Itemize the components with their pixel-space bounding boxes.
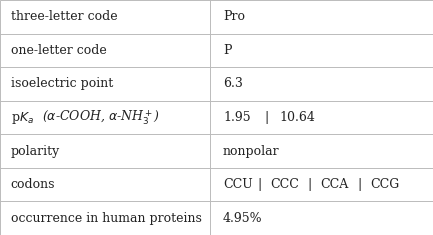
Text: polarity: polarity: [11, 145, 60, 158]
Text: p$K_a$: p$K_a$: [11, 110, 34, 125]
Text: CCA: CCA: [320, 178, 349, 191]
Text: ($\alpha$-COOH, $\alpha$-NH$_3^+$): ($\alpha$-COOH, $\alpha$-NH$_3^+$): [42, 108, 160, 127]
Text: 6.3: 6.3: [223, 77, 243, 90]
Text: three-letter code: three-letter code: [11, 10, 117, 23]
Text: nonpolar: nonpolar: [223, 145, 280, 158]
Text: |: |: [357, 178, 362, 191]
Text: CCU: CCU: [223, 178, 253, 191]
Text: occurrence in human proteins: occurrence in human proteins: [11, 212, 202, 225]
Text: |: |: [258, 178, 262, 191]
Text: codons: codons: [11, 178, 55, 191]
Text: isoelectric point: isoelectric point: [11, 77, 113, 90]
Text: one-letter code: one-letter code: [11, 44, 107, 57]
Text: Pro: Pro: [223, 10, 245, 23]
Text: CCG: CCG: [370, 178, 400, 191]
Text: 10.64: 10.64: [279, 111, 315, 124]
Text: P: P: [223, 44, 232, 57]
Text: |: |: [264, 111, 268, 124]
Text: 4.95%: 4.95%: [223, 212, 263, 225]
Text: |: |: [307, 178, 312, 191]
Text: CCC: CCC: [271, 178, 300, 191]
Text: 1.95: 1.95: [223, 111, 251, 124]
